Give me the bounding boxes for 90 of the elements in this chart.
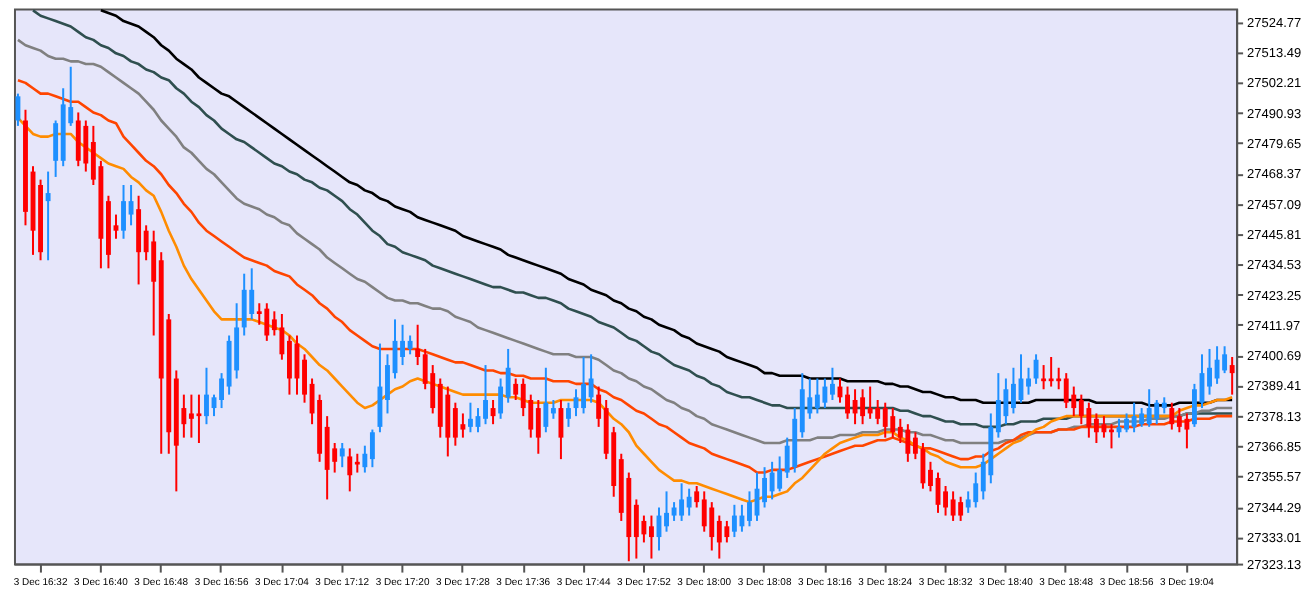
candlestick bbox=[1010, 366, 1016, 415]
candlestick bbox=[724, 519, 730, 544]
candlestick bbox=[226, 334, 232, 396]
candlestick bbox=[890, 407, 896, 439]
candlestick bbox=[905, 423, 911, 463]
candlestick bbox=[249, 267, 255, 321]
candlestick bbox=[664, 490, 669, 533]
candlestick bbox=[1093, 412, 1099, 444]
candlestick bbox=[822, 377, 828, 410]
candlestick bbox=[566, 401, 571, 428]
candlestick bbox=[550, 399, 556, 420]
candlestick bbox=[1071, 385, 1077, 418]
candlestick bbox=[437, 377, 443, 439]
candlestick bbox=[558, 399, 564, 461]
candlestick bbox=[535, 399, 541, 455]
candlestick bbox=[467, 401, 473, 434]
candlestick bbox=[543, 366, 549, 434]
candlestick bbox=[264, 302, 270, 342]
candlestick bbox=[860, 388, 866, 426]
candlestick bbox=[1078, 393, 1084, 426]
candlestick bbox=[882, 401, 888, 439]
candlestick bbox=[490, 399, 496, 426]
candlestick bbox=[128, 184, 134, 227]
candlestick bbox=[460, 412, 466, 439]
candlestick bbox=[588, 353, 594, 404]
candlestick bbox=[400, 323, 406, 367]
candlestick bbox=[234, 302, 240, 380]
candlestick bbox=[354, 452, 360, 474]
candlestick bbox=[369, 428, 375, 469]
candlestick bbox=[83, 119, 89, 173]
candlestick bbox=[339, 442, 345, 469]
candlestick bbox=[943, 485, 949, 517]
candlestick bbox=[769, 460, 775, 501]
candlestick bbox=[709, 501, 715, 552]
candlestick bbox=[950, 490, 956, 522]
candlestick bbox=[1176, 407, 1182, 434]
candlestick bbox=[701, 490, 707, 533]
candlestick bbox=[814, 377, 820, 415]
candlestick bbox=[445, 385, 451, 458]
candlestick bbox=[845, 385, 850, 420]
candlestick bbox=[965, 490, 971, 514]
candlestick bbox=[75, 111, 81, 168]
candlestick bbox=[136, 194, 142, 286]
candlestick bbox=[407, 334, 413, 356]
candlestick bbox=[581, 356, 587, 415]
candlestick bbox=[1214, 345, 1220, 385]
candlestick bbox=[286, 334, 292, 396]
candlestick bbox=[1139, 407, 1145, 428]
candlestick bbox=[958, 495, 964, 522]
candlestick bbox=[648, 514, 654, 560]
candlestick bbox=[188, 393, 194, 439]
candlestick bbox=[686, 487, 692, 517]
candlestick bbox=[1003, 377, 1009, 426]
candlestick bbox=[1169, 401, 1175, 431]
candlestick bbox=[1229, 356, 1235, 396]
candlestick bbox=[204, 366, 209, 426]
candlestick bbox=[1101, 415, 1107, 439]
candlestick bbox=[875, 399, 881, 426]
candlestick bbox=[1184, 412, 1190, 450]
candlestick bbox=[483, 364, 488, 426]
candlestick bbox=[452, 401, 458, 447]
candlestick bbox=[1063, 372, 1069, 410]
candlestick bbox=[45, 170, 51, 262]
candlestick bbox=[196, 393, 202, 444]
candlestick bbox=[679, 482, 685, 522]
candlestick bbox=[1146, 388, 1152, 428]
candlestick bbox=[762, 466, 768, 509]
candlestick bbox=[513, 377, 519, 401]
candlestick bbox=[1033, 353, 1039, 385]
candlestick bbox=[15, 92, 21, 127]
candlestick bbox=[121, 184, 126, 240]
candlestick bbox=[1154, 399, 1160, 426]
candlestick bbox=[1131, 401, 1137, 434]
candlestick bbox=[1222, 345, 1228, 375]
candlestick bbox=[716, 514, 722, 560]
candlestick bbox=[347, 447, 353, 493]
candlestick bbox=[920, 442, 926, 490]
candlestick bbox=[747, 490, 752, 528]
candlestick bbox=[671, 501, 677, 522]
candlestick bbox=[1026, 366, 1031, 396]
candlestick bbox=[739, 503, 745, 533]
candlestick bbox=[1207, 347, 1212, 396]
candlestick bbox=[1124, 412, 1130, 434]
candlestick bbox=[241, 272, 247, 337]
candlestick bbox=[731, 503, 737, 539]
candlestick bbox=[377, 342, 383, 434]
candlestick bbox=[867, 385, 873, 420]
candlestick bbox=[829, 366, 835, 401]
candlestick bbox=[852, 388, 858, 426]
candlestick bbox=[1086, 401, 1092, 439]
